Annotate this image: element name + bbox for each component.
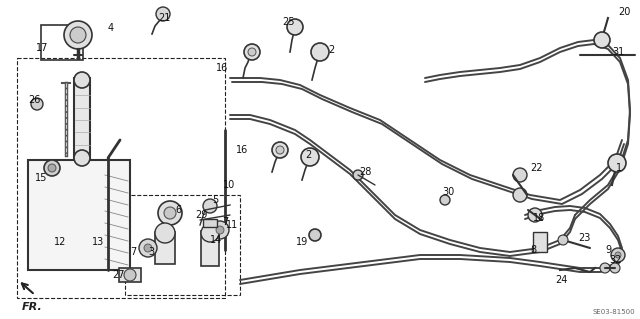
Text: 16: 16 xyxy=(216,63,228,73)
Circle shape xyxy=(272,142,288,158)
Text: 26: 26 xyxy=(28,95,40,105)
Circle shape xyxy=(440,195,450,205)
Bar xyxy=(203,219,217,227)
Circle shape xyxy=(156,7,170,21)
Text: 2: 2 xyxy=(306,150,312,160)
Text: 10: 10 xyxy=(223,180,235,190)
Circle shape xyxy=(144,244,152,252)
Text: 3: 3 xyxy=(148,247,154,257)
Text: 27: 27 xyxy=(112,270,125,280)
Text: 28: 28 xyxy=(360,167,372,177)
Circle shape xyxy=(287,19,303,35)
Circle shape xyxy=(124,269,136,281)
Circle shape xyxy=(31,98,43,110)
Circle shape xyxy=(528,208,542,222)
Text: 2: 2 xyxy=(328,45,334,55)
Text: 5: 5 xyxy=(212,195,218,205)
Circle shape xyxy=(74,150,90,166)
Circle shape xyxy=(64,21,92,49)
Text: 11: 11 xyxy=(226,220,238,230)
Text: 15: 15 xyxy=(35,173,47,183)
Text: 30: 30 xyxy=(442,187,454,197)
Text: 22: 22 xyxy=(530,163,543,173)
Text: 16: 16 xyxy=(236,145,248,155)
Bar xyxy=(201,231,219,265)
Text: 29: 29 xyxy=(195,210,207,220)
Text: 19: 19 xyxy=(296,237,308,247)
Circle shape xyxy=(44,160,60,176)
Bar xyxy=(533,232,547,252)
Circle shape xyxy=(244,44,260,60)
Bar xyxy=(155,232,175,264)
Text: 14: 14 xyxy=(210,235,222,245)
Bar xyxy=(17,58,225,298)
Text: 17: 17 xyxy=(36,43,48,53)
Text: 8: 8 xyxy=(530,245,536,255)
Bar xyxy=(119,268,141,282)
Circle shape xyxy=(139,239,157,257)
Circle shape xyxy=(558,235,568,245)
Bar xyxy=(41,25,83,60)
Text: 20: 20 xyxy=(618,7,630,17)
Text: 7: 7 xyxy=(130,247,136,257)
Circle shape xyxy=(276,146,284,154)
Text: 21: 21 xyxy=(158,13,170,23)
Text: 25: 25 xyxy=(282,17,294,27)
Circle shape xyxy=(211,221,229,239)
Circle shape xyxy=(248,48,256,56)
Circle shape xyxy=(513,168,527,182)
Circle shape xyxy=(301,148,319,166)
Circle shape xyxy=(203,199,217,213)
Circle shape xyxy=(610,263,620,273)
Text: 9: 9 xyxy=(606,245,612,255)
Text: 18: 18 xyxy=(532,213,545,223)
Text: 4: 4 xyxy=(108,23,114,33)
Circle shape xyxy=(600,263,610,273)
Text: 32: 32 xyxy=(610,255,622,265)
Text: 23: 23 xyxy=(578,233,590,243)
Circle shape xyxy=(611,248,625,262)
Circle shape xyxy=(164,207,176,219)
Circle shape xyxy=(216,226,224,234)
Circle shape xyxy=(74,72,90,88)
Text: 12: 12 xyxy=(54,237,67,247)
Circle shape xyxy=(309,229,321,241)
Circle shape xyxy=(311,43,329,61)
Circle shape xyxy=(201,224,219,242)
Text: SE03-81500: SE03-81500 xyxy=(593,309,635,315)
Circle shape xyxy=(158,201,182,225)
Text: 31: 31 xyxy=(612,47,625,57)
Circle shape xyxy=(70,27,86,43)
Text: 24: 24 xyxy=(555,275,568,285)
Circle shape xyxy=(513,188,527,202)
Text: FR.: FR. xyxy=(22,302,43,312)
Circle shape xyxy=(594,32,610,48)
FancyBboxPatch shape xyxy=(28,160,130,270)
Bar xyxy=(125,195,240,295)
Circle shape xyxy=(353,170,363,180)
Text: 7: 7 xyxy=(221,217,228,227)
Circle shape xyxy=(155,223,175,243)
Circle shape xyxy=(48,164,56,172)
Text: 1: 1 xyxy=(616,163,622,173)
Circle shape xyxy=(608,154,626,172)
Circle shape xyxy=(615,252,621,258)
Bar xyxy=(74,78,90,158)
Text: 13: 13 xyxy=(92,237,104,247)
Text: 6: 6 xyxy=(175,205,181,215)
